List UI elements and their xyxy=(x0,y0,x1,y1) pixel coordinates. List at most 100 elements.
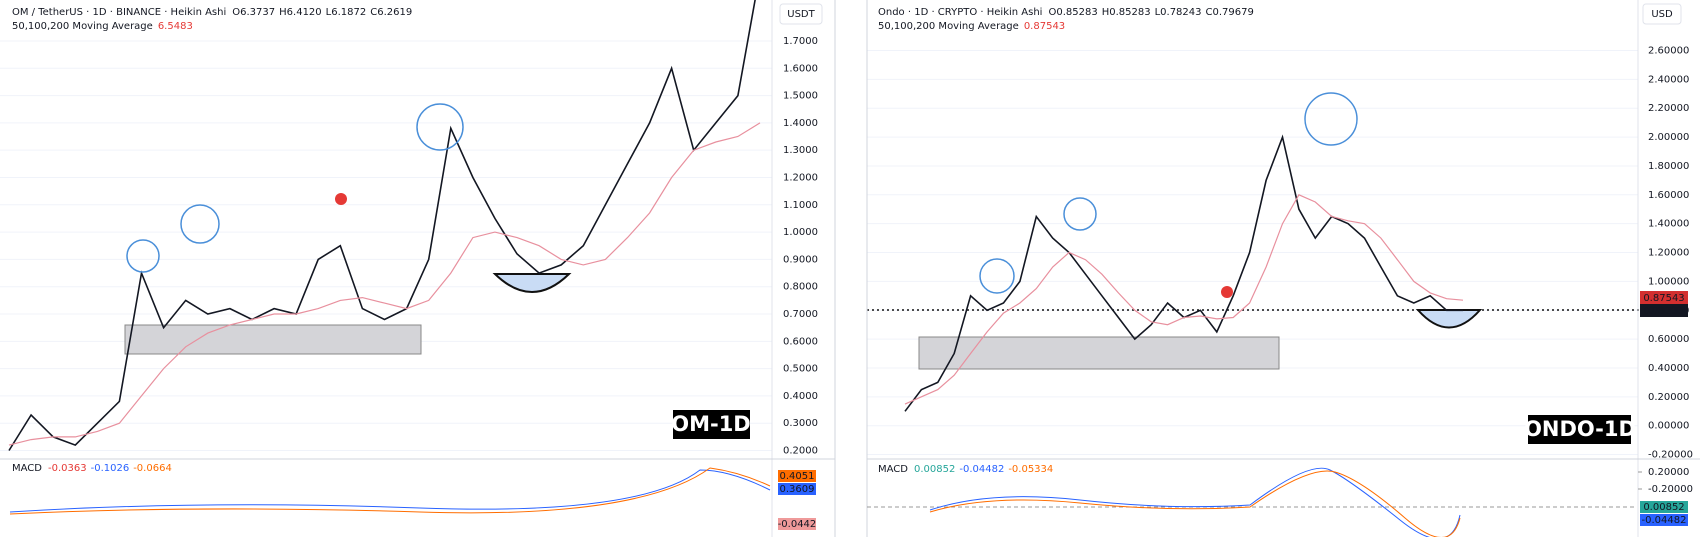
currency-button[interactable] xyxy=(1642,3,1682,25)
macd-value: -0.04482 xyxy=(959,464,1004,475)
macd-value: -0.05334 xyxy=(1008,464,1053,475)
y-tick-label: 1.2000 xyxy=(783,172,818,183)
currency[interactable]: USDT xyxy=(787,9,815,20)
y-tick-label: 1.20000 xyxy=(1648,248,1689,259)
currency-button[interactable] xyxy=(779,3,823,25)
y-tick-label: 2.40000 xyxy=(1648,74,1689,85)
y-tick-label: 1.80000 xyxy=(1648,161,1689,172)
y-tick-label: 0.5000 xyxy=(783,364,818,375)
highlight-circle xyxy=(126,239,160,273)
moving-average xyxy=(8,122,761,446)
alert-icon xyxy=(335,193,347,205)
y-tick-label: 2.00000 xyxy=(1648,132,1689,143)
label-box xyxy=(673,410,750,439)
macd-box-text: 0.4051 xyxy=(780,471,815,482)
ma-value: 6.5483 xyxy=(158,21,193,32)
highlight-circle xyxy=(180,204,220,244)
currency[interactable]: USD xyxy=(1651,9,1673,20)
macd-label: MACD xyxy=(12,463,42,474)
y-tick-label: 1.1000 xyxy=(783,200,818,211)
y-tick-label: 0.40000 xyxy=(1648,363,1689,374)
macd-box-text: 0.00852 xyxy=(1643,502,1684,513)
ohlc: C0.79679 xyxy=(1206,7,1254,18)
macd-tick-label: 0.20000 xyxy=(1648,467,1689,478)
y-tick-label: -0.20000 xyxy=(1648,450,1693,461)
indicator: 50,100,200 Moving Average 6.5483 xyxy=(12,21,193,32)
y-tick-label: 0.60000 xyxy=(1648,334,1689,345)
ohlc: O6.3737 xyxy=(232,7,275,18)
macd-line-decor xyxy=(929,467,1461,537)
macd-box-text: -0.0442 xyxy=(778,519,817,530)
macd-legend: MACD 0.00852 -0.04482 -0.05334 xyxy=(878,464,1053,475)
signal-line-decor xyxy=(9,467,771,515)
macd-legend: MACD -0.0363 -0.1026 -0.0664 xyxy=(12,463,172,474)
macd-box xyxy=(778,518,816,530)
y-tick-label: 0.9000 xyxy=(783,254,818,265)
y-tick-label: 0.3000 xyxy=(783,418,818,429)
ohlc: C6.2619 xyxy=(370,7,412,18)
indicator: 50,100,200 Moving Average 0.87543 xyxy=(878,21,1065,32)
macd-line-decor xyxy=(9,469,771,513)
y-tick-label: 1.5000 xyxy=(783,91,818,102)
grid-layer xyxy=(0,40,1638,456)
y-tick-label: 1.7000 xyxy=(783,36,818,47)
macd-label: MACD xyxy=(878,464,908,475)
y-tick-label: 0.8000 xyxy=(783,282,818,293)
label-box xyxy=(1528,415,1631,444)
alert-icon xyxy=(1221,286,1233,298)
y-tick-label: 1.4000 xyxy=(783,118,818,129)
macd-value: 0.00852 xyxy=(914,464,955,475)
chart-label: OM-1D xyxy=(671,412,751,436)
y-tick-label: 1.3000 xyxy=(783,145,818,156)
y-tick-label: 0.80000 xyxy=(1648,305,1689,316)
chart-label: ONDO-1D xyxy=(1524,417,1636,441)
macd-box xyxy=(778,483,816,495)
bowl xyxy=(1415,309,1483,329)
price-line xyxy=(904,134,1463,412)
price-box xyxy=(1640,304,1688,317)
y-tick-label: 0.2000 xyxy=(783,446,818,457)
title: OM / TetherUS · 1D · BINANCE · Heikin As… xyxy=(12,7,226,18)
y-tick-label: 0.6000 xyxy=(783,336,818,347)
marks xyxy=(8,0,1464,451)
ohlc: O0.85283 xyxy=(1048,7,1097,18)
symbol-title: OM / TetherUS · 1D · BINANCE · Heikin As… xyxy=(12,7,412,18)
moving-average xyxy=(904,194,1464,405)
y-tick-label: 1.6000 xyxy=(783,63,818,74)
support-zone xyxy=(124,324,422,355)
y-tick-label: 0.00000 xyxy=(1648,421,1689,432)
y-tick-label: 1.40000 xyxy=(1648,219,1689,230)
highlight-circle xyxy=(1063,197,1097,231)
macd-box-text: 0.3609 xyxy=(780,484,815,495)
signal-line-decor xyxy=(929,470,1461,537)
macd-box-text: -0.04482 xyxy=(1642,515,1687,526)
highlight-circle xyxy=(979,258,1015,294)
title: Ondo · 1D · CRYPTO · Heikin Ashi xyxy=(878,7,1042,18)
price-box xyxy=(1640,291,1688,304)
y-tick-label: 0.20000 xyxy=(1648,392,1689,403)
ma-value: 0.87543 xyxy=(1024,21,1065,32)
highlight-circle xyxy=(1304,92,1358,146)
y-tick-label: 0.7000 xyxy=(783,309,818,320)
y-tick-label: 2.20000 xyxy=(1648,103,1689,114)
symbol-title: Ondo · 1D · CRYPTO · Heikin Ashi O0.85283… xyxy=(878,7,1254,18)
price-box-text: 0.79235 xyxy=(1643,306,1684,317)
macd-value: -0.1026 xyxy=(91,463,130,474)
macd-value: -0.0664 xyxy=(133,463,172,474)
macd-box xyxy=(1640,501,1688,513)
ohlc: L6.1872 xyxy=(326,7,367,18)
price-box-text: 0.87543 xyxy=(1643,293,1684,304)
price-line xyxy=(8,0,756,451)
y-tick-label: 1.60000 xyxy=(1648,190,1689,201)
ohlc: H6.4120 xyxy=(279,7,322,18)
y-tick-label: 0.4000 xyxy=(783,391,818,402)
ohlc: L0.78243 xyxy=(1155,7,1202,18)
y-tick-label: 1.00000 xyxy=(1648,276,1689,287)
macd-box xyxy=(778,470,816,482)
y-tick-label: 2.60000 xyxy=(1648,46,1689,57)
ma-label: 50,100,200 Moving Average xyxy=(12,21,153,32)
ohlc: H0.85283 xyxy=(1102,7,1151,18)
macd-box xyxy=(1640,514,1688,526)
bowl xyxy=(492,273,572,293)
